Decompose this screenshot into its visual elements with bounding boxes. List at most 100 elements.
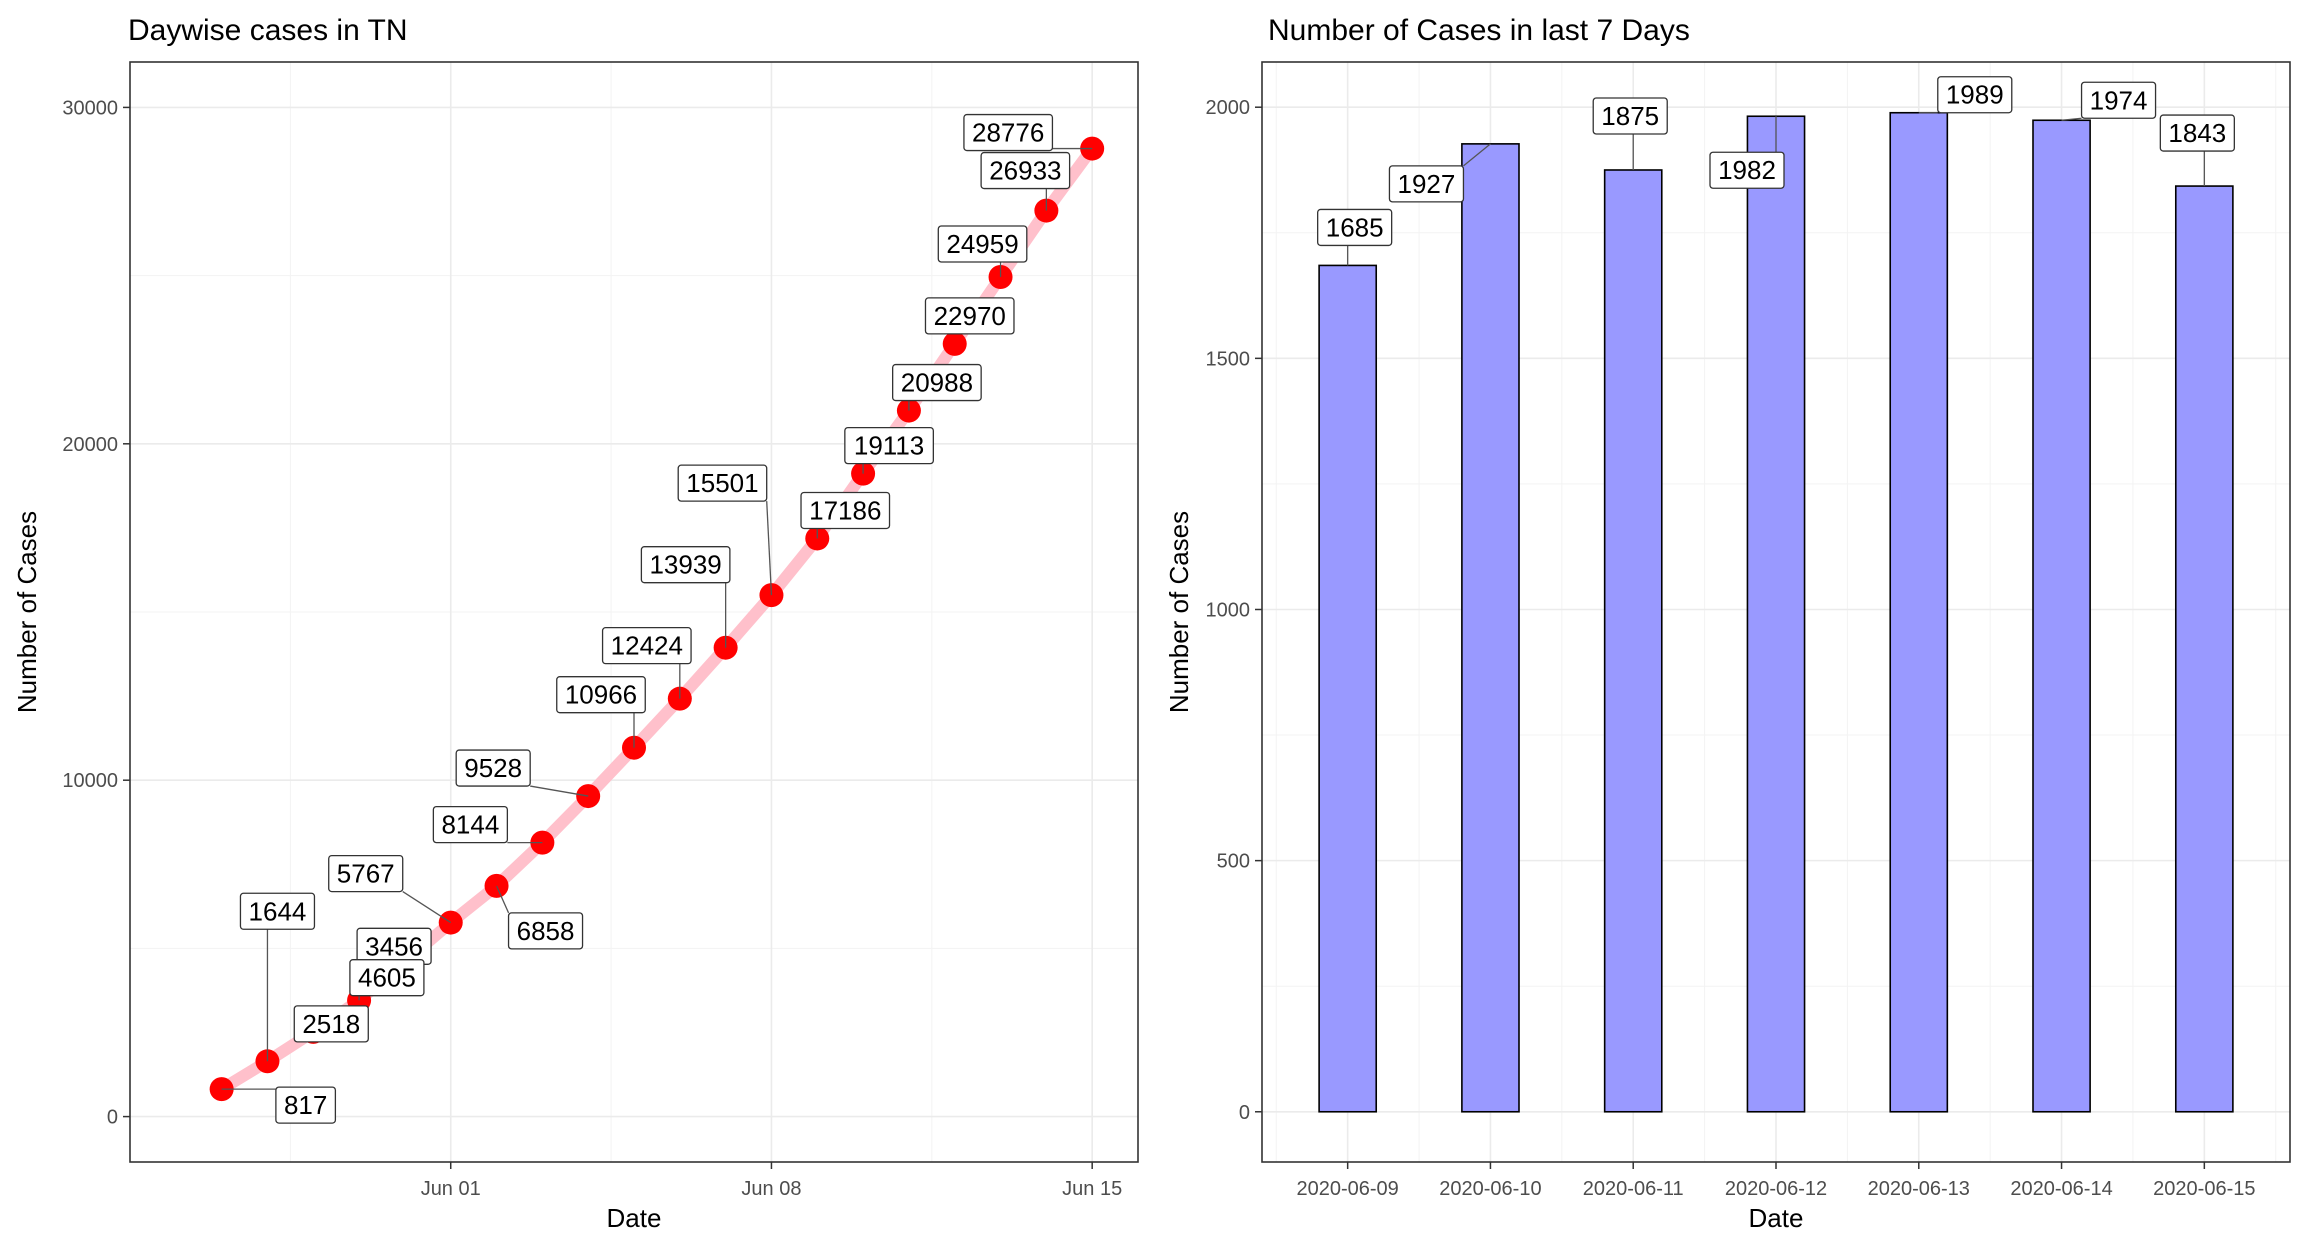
data-label: 8144 [441,810,499,840]
bar-chart-title: Number of Cases in last 7 Days [1268,14,1690,47]
data-label: 26933 [989,156,1061,186]
data-label-box [1317,208,1393,247]
y-tick-label: 0 [1239,1102,1250,1124]
data-label-box [556,676,646,714]
line-chart-title: Daywise cases in TN [128,14,408,47]
bar [1746,115,1806,1113]
data-label: 6858 [517,916,575,946]
line-chart-x-axis-title: Date [607,1203,662,1233]
data-label-box [455,749,531,787]
line-chart-y-axis-title: Number of Cases [12,511,42,713]
data-label-box [293,1005,369,1043]
data-label-box [980,151,1071,190]
x-tick-label: Jun 01 [421,1178,481,1200]
bar-chart-data-labels: 1685 1927 1875 1982 1989 1974 1843 [1317,76,2235,266]
data-label: 5767 [337,859,395,889]
label-leader-line [402,891,452,924]
x-tick-label: 2020-06-10 [1439,1178,1541,1200]
data-label-box [924,297,1015,335]
y-tick-label: 1500 [1206,348,1251,370]
data-label-box [328,854,404,893]
data-label-box [275,1086,337,1124]
bar-chart-axes: 0 500 1000 1500 2000 2020-06-09 2020-06-10 2020… [1206,97,2256,1200]
x-tick-label: Jun 08 [741,1178,801,1200]
data-label: 19113 [854,431,924,461]
line-chart-gridlines [130,62,1138,1162]
data-label-box [800,491,891,530]
bar [2032,119,2091,1113]
y-tick-label: 10000 [62,770,118,792]
data-label-box [601,627,692,665]
data-label-box [937,225,1028,263]
y-tick-label: 20000 [62,434,118,456]
data-label: 10966 [565,680,637,710]
data-label: 17186 [809,495,881,525]
x-tick-label: 2020-06-09 [1297,1178,1399,1200]
y-tick-label: 0 [107,1107,118,1129]
label-leader-line [766,501,773,596]
data-label-box [677,464,768,502]
data-label: 28776 [972,118,1044,148]
x-tick-label: Jun 15 [1062,1178,1122,1200]
data-label-box [1388,165,1465,203]
x-tick-label: 2020-06-12 [1725,1178,1827,1200]
bar-chart-x-axis-title: Date [1749,1203,1804,1233]
label-leader-line [2061,117,2082,121]
data-label: 2518 [302,1009,360,1039]
x-tick-label: 2020-06-13 [1868,1178,1970,1200]
bar-chart-bars [1318,111,2234,1113]
data-label: 24959 [946,229,1018,259]
data-label-box [507,912,584,950]
label-leader-line [530,785,589,797]
x-tick-label: 2020-06-15 [2153,1178,2255,1200]
data-label: 817 [284,1090,327,1120]
line-chart-panel-border [129,61,1139,1163]
y-tick-label: 2000 [1206,97,1251,119]
data-label: 1982 [1718,155,1776,185]
data-label-box [349,959,425,997]
data-label: 15501 [686,468,758,498]
data-label-box [963,113,1054,152]
data-label: 9528 [464,753,522,783]
x-tick-label: 2020-06-14 [2010,1178,2112,1200]
data-label: 22970 [934,301,1006,331]
label-leader-line [1463,143,1491,167]
y-tick-label: 500 [1217,851,1250,873]
bar-chart-y-axis-title: Number of Cases [1164,511,1194,713]
data-label: 1843 [2168,118,2226,148]
bar-chart: Number of Cases in last 7 Days 168519271… [1164,14,2291,1233]
data-label: 12424 [611,631,683,661]
data-label-box [1592,97,1668,135]
data-label: 1644 [249,896,307,926]
data-label: 20988 [901,368,973,398]
data-label: 1875 [1601,101,1659,131]
data-label: 1927 [1398,169,1456,199]
data-label-box [2159,114,2235,152]
data-label-box [892,363,982,402]
data-label-box [2080,81,2157,119]
line-chart-axes: 0 10000 20000 30000 Jun 01 Jun 08 Jun 15 [62,97,1122,1200]
data-label: 3456 [365,931,423,961]
data-label-box [1937,76,2013,114]
bar [1318,264,1378,1113]
y-tick-label: 30000 [62,97,118,119]
data-label-box [239,892,316,930]
data-label: 1685 [1326,212,1384,242]
data-label-box [640,546,731,584]
data-label-box [1709,151,1785,189]
data-label-box [844,426,934,465]
bar [2174,185,2234,1113]
bar [1889,111,1949,1113]
y-tick-label: 1000 [1206,599,1251,621]
x-tick-label: 2020-06-11 [1583,1178,1684,1200]
data-label: 1989 [1946,80,2004,110]
data-label-box [432,805,509,844]
bar [1461,143,1520,1113]
data-label: 4605 [358,963,416,993]
data-label: 1974 [2090,85,2148,115]
label-leader-line [495,885,510,914]
data-point [942,331,967,356]
